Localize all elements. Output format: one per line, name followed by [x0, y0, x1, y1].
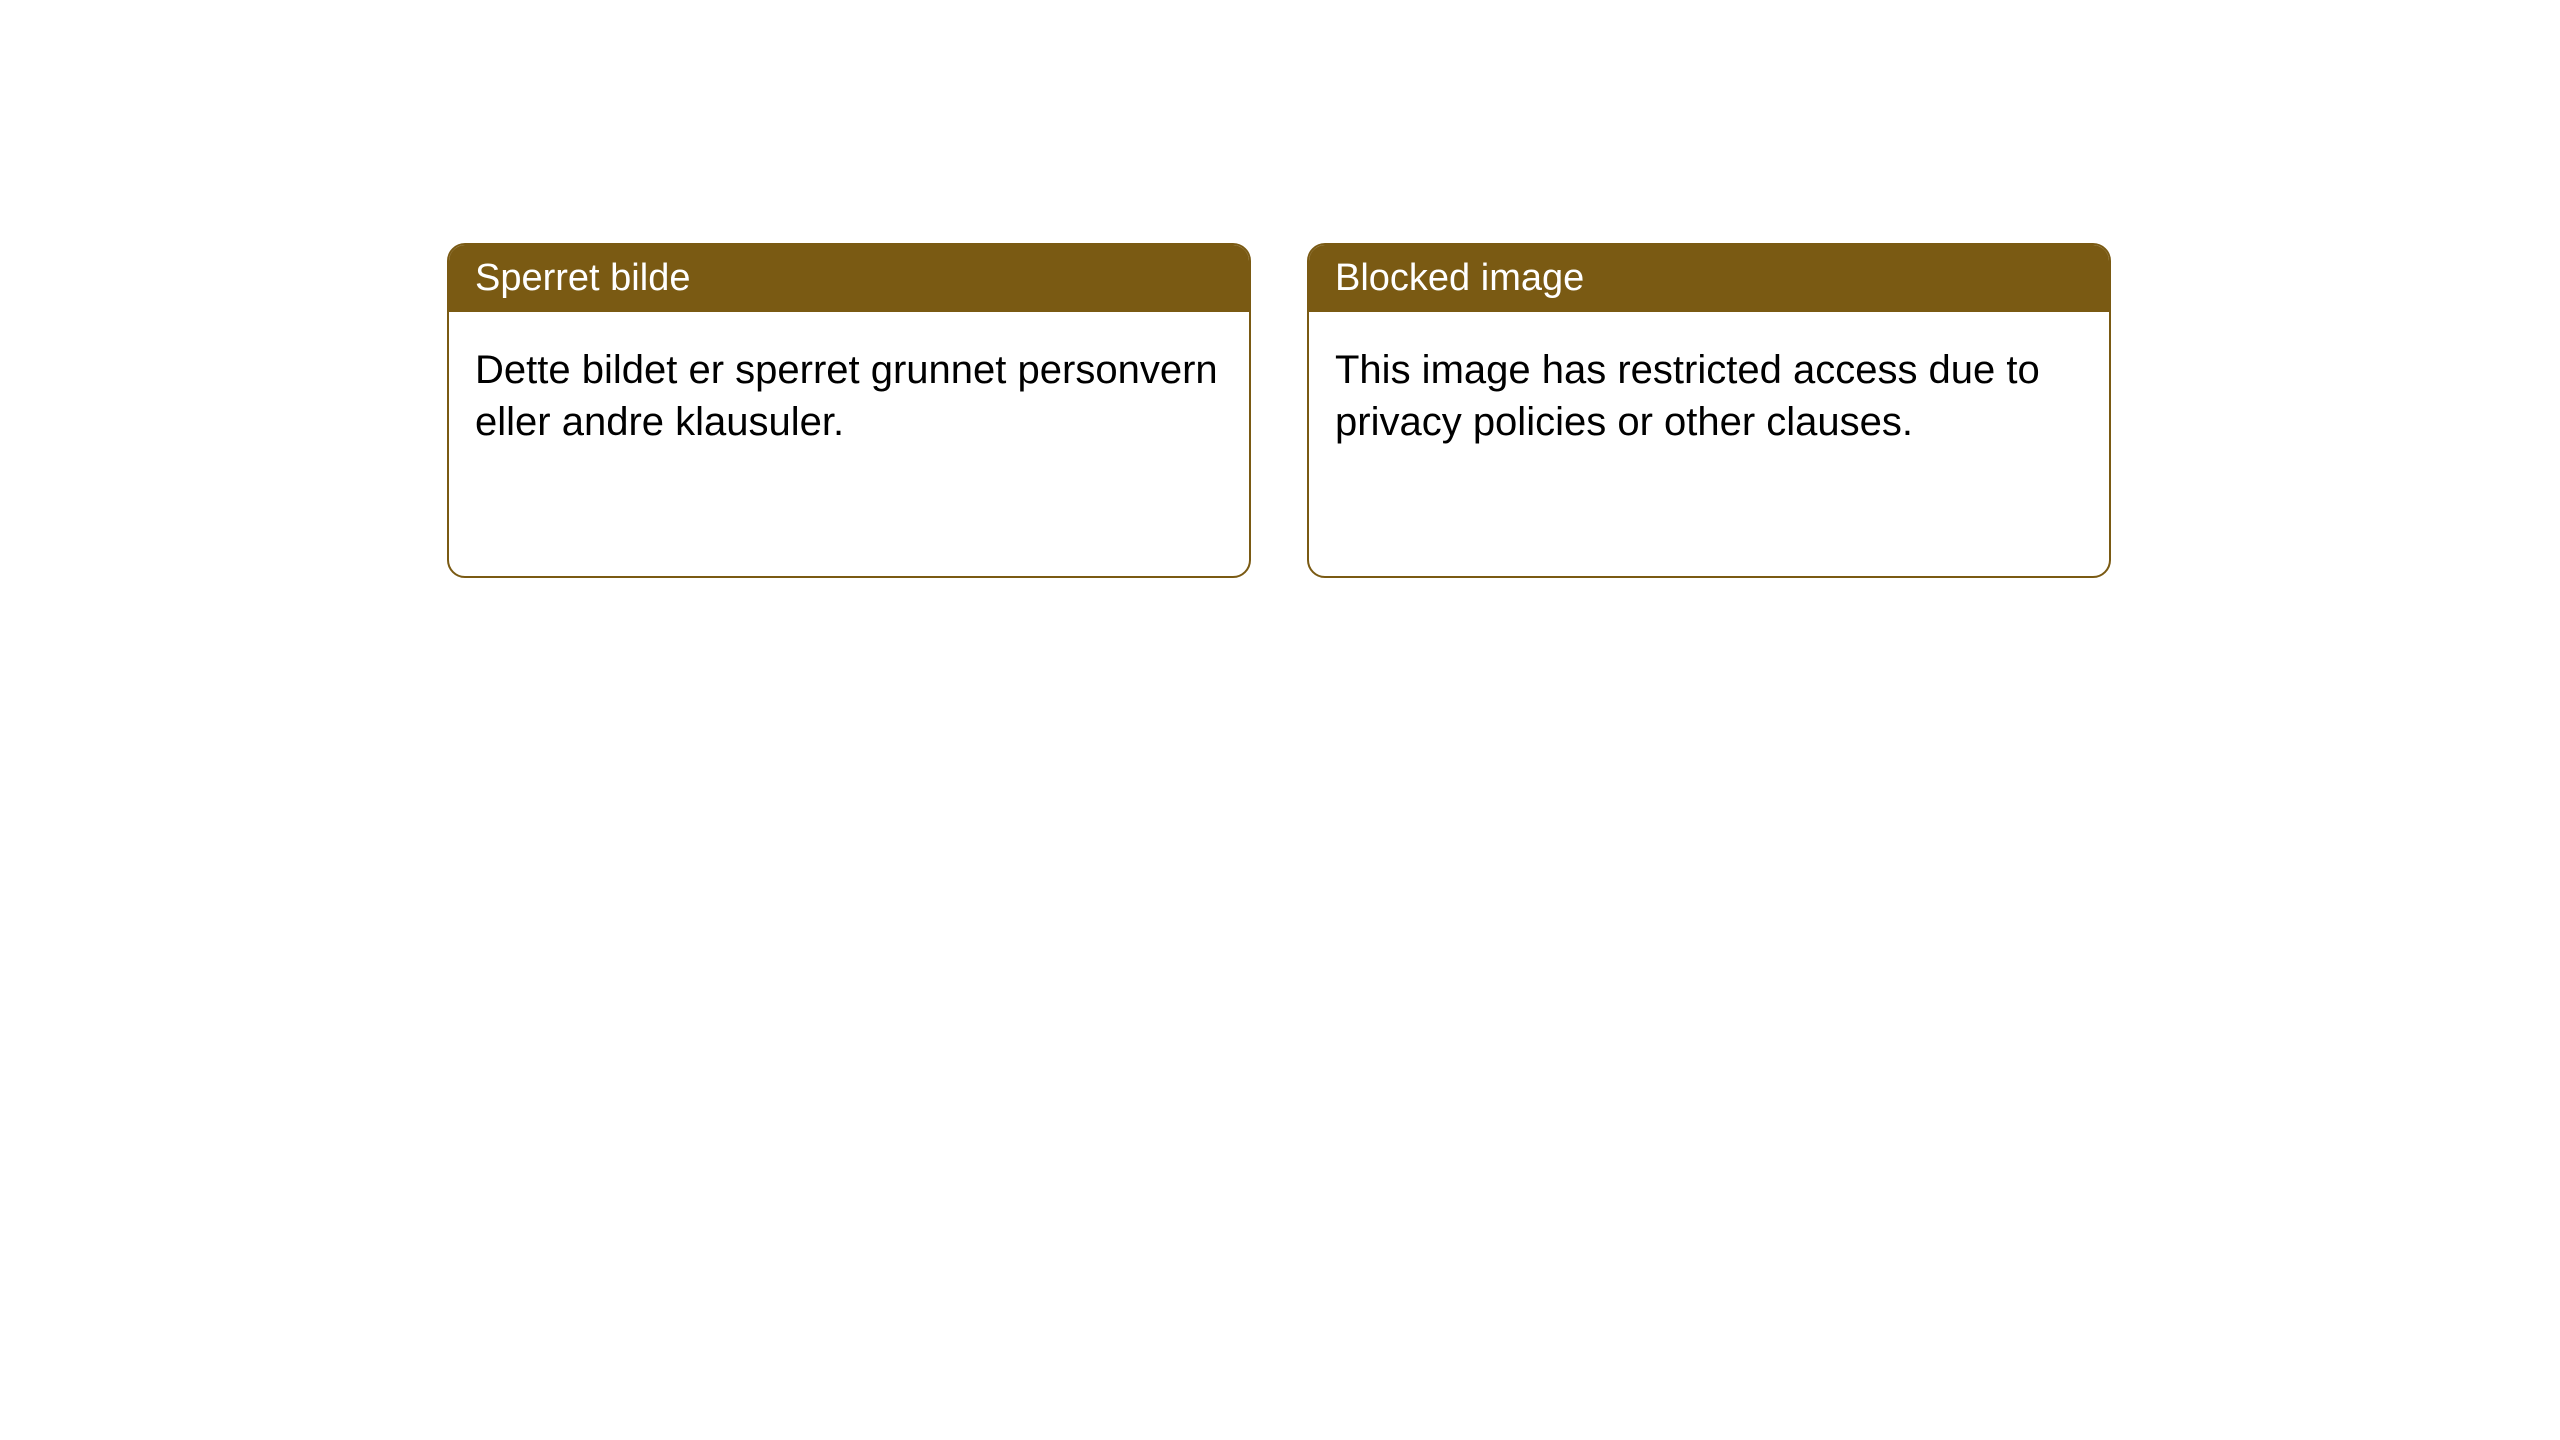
notice-message: Dette bildet er sperret grunnet personve…	[475, 348, 1218, 444]
notice-header: Sperret bilde	[449, 245, 1249, 312]
notice-container: Sperret bilde Dette bildet er sperret gr…	[0, 0, 2560, 578]
notice-card-english: Blocked image This image has restricted …	[1307, 243, 2111, 578]
notice-message: This image has restricted access due to …	[1335, 348, 2040, 444]
notice-header: Blocked image	[1309, 245, 2109, 312]
notice-title: Sperret bilde	[475, 257, 690, 299]
notice-card-norwegian: Sperret bilde Dette bildet er sperret gr…	[447, 243, 1251, 578]
notice-body: This image has restricted access due to …	[1309, 312, 2109, 480]
notice-title: Blocked image	[1335, 257, 1584, 299]
notice-body: Dette bildet er sperret grunnet personve…	[449, 312, 1249, 480]
